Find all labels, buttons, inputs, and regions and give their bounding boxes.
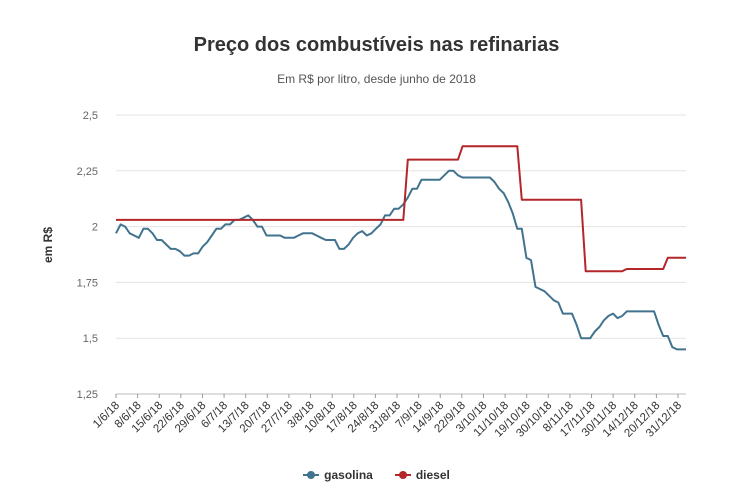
y-tick-label: 1,25 xyxy=(77,389,98,401)
series-line-gasolina xyxy=(115,169,686,351)
y-axis-ticks: 1,25 1,5 1,75 2 2,25 2,5 xyxy=(77,110,98,401)
legend-swatch-diesel xyxy=(394,471,411,479)
gridlines xyxy=(116,114,686,395)
chart-title: Preço dos combustíveis nas refinarias xyxy=(193,34,560,56)
legend-label-diesel: diesel xyxy=(415,468,450,482)
legend-swatch-gasolina xyxy=(303,471,320,479)
legend: gasolina diesel xyxy=(0,468,753,482)
legend-item-gasolina[interactable]: gasolina xyxy=(303,468,373,482)
y-tick-label: 2,5 xyxy=(83,110,98,122)
y-tick-label: 1,75 xyxy=(77,277,98,289)
x-axis: 1/6/188/6/1815/6/1822/6/1829/6/186/7/181… xyxy=(91,393,686,440)
y-tick-label: 2,25 xyxy=(77,166,98,178)
series-line-diesel xyxy=(116,145,686,273)
y-tick-label: 2 xyxy=(92,222,98,234)
legend-label-gasolina: gasolina xyxy=(324,468,373,482)
y-tick-label: 1,5 xyxy=(83,333,98,345)
legend-item-diesel[interactable]: diesel xyxy=(394,468,450,482)
series-lines xyxy=(115,145,686,351)
chart-subtitle: Em R$ por litro, desde junho de 2018 xyxy=(277,72,476,86)
